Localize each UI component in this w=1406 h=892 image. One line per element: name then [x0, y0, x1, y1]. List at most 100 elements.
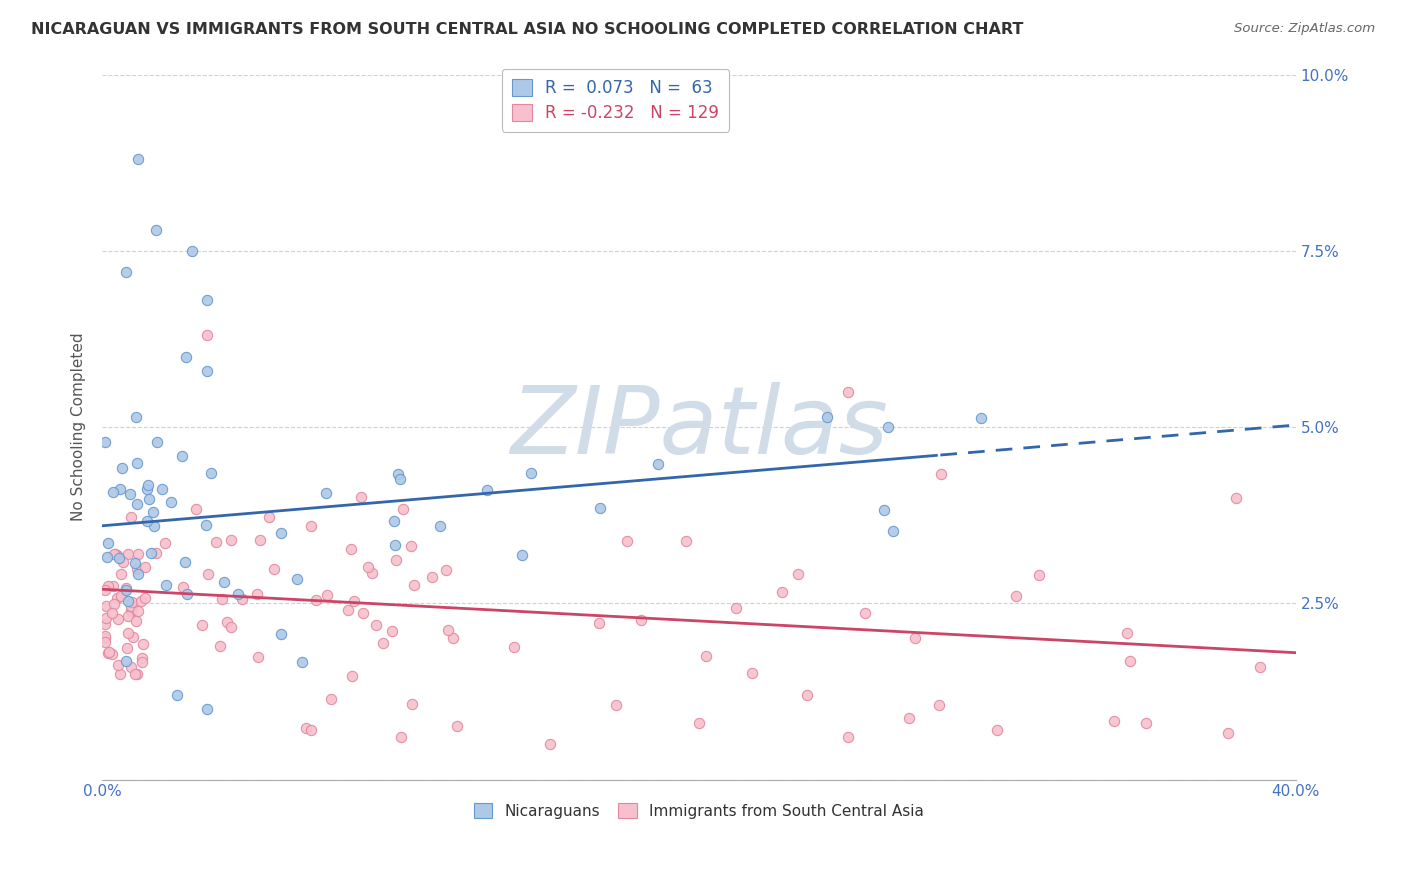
- Point: [159, 495, 181, 509]
- Point: [136, 482, 159, 496]
- Point: [246, 587, 269, 601]
- Point: [263, 562, 285, 576]
- Point: [882, 524, 904, 538]
- Point: [1005, 589, 1028, 603]
- Point: [675, 534, 697, 549]
- Point: [115, 641, 138, 656]
- Point: [986, 723, 1008, 738]
- Point: [174, 350, 197, 364]
- Point: [873, 503, 896, 517]
- Point: [391, 501, 413, 516]
- Point: [117, 594, 139, 608]
- Point: [131, 655, 153, 669]
- Point: [837, 731, 859, 745]
- Point: [191, 617, 214, 632]
- Point: [429, 519, 451, 533]
- Point: [1104, 714, 1126, 729]
- Point: [299, 518, 322, 533]
- Point: [294, 721, 316, 735]
- Point: [153, 536, 176, 550]
- Point: [364, 618, 387, 632]
- Point: [125, 562, 148, 576]
- Point: [219, 533, 242, 548]
- Point: [538, 737, 561, 751]
- Point: [121, 603, 143, 617]
- Point: [150, 482, 173, 496]
- Point: [97, 647, 120, 661]
- Point: [1299, 689, 1322, 703]
- Point: [131, 594, 153, 608]
- Point: [108, 482, 131, 496]
- Point: [120, 510, 142, 524]
- Point: [122, 630, 145, 644]
- Point: [605, 698, 627, 713]
- Point: [219, 620, 242, 634]
- Point: [115, 265, 138, 279]
- Point: [441, 632, 464, 646]
- Point: [1216, 726, 1239, 740]
- Point: [94, 434, 117, 449]
- Point: [226, 587, 249, 601]
- Point: [630, 614, 652, 628]
- Point: [134, 559, 156, 574]
- Point: [146, 435, 169, 450]
- Point: [101, 606, 124, 620]
- Point: [340, 542, 363, 557]
- Point: [270, 627, 292, 641]
- Point: [589, 500, 612, 515]
- Point: [510, 549, 533, 563]
- Point: [125, 497, 148, 511]
- Point: [115, 581, 138, 595]
- Point: [145, 222, 167, 236]
- Point: [520, 466, 543, 480]
- Point: [125, 456, 148, 470]
- Point: [340, 669, 363, 683]
- Point: [131, 650, 153, 665]
- Point: [588, 616, 610, 631]
- Point: [145, 546, 167, 560]
- Point: [399, 539, 422, 553]
- Point: [321, 691, 343, 706]
- Point: [108, 666, 131, 681]
- Point: [132, 637, 155, 651]
- Point: [195, 364, 218, 378]
- Text: NICARAGUAN VS IMMIGRANTS FROM SOUTH CENTRAL ASIA NO SCHOOLING COMPLETED CORRELAT: NICARAGUAN VS IMMIGRANTS FROM SOUTH CENT…: [31, 22, 1024, 37]
- Point: [186, 501, 208, 516]
- Point: [446, 719, 468, 733]
- Point: [125, 614, 148, 628]
- Point: [124, 557, 146, 571]
- Point: [172, 580, 194, 594]
- Point: [270, 525, 292, 540]
- Point: [94, 629, 117, 643]
- Point: [96, 550, 118, 565]
- Point: [136, 514, 159, 528]
- Point: [115, 654, 138, 668]
- Point: [688, 716, 710, 731]
- Point: [385, 553, 408, 567]
- Point: [647, 457, 669, 471]
- Point: [195, 328, 218, 343]
- Point: [1135, 716, 1157, 731]
- Point: [105, 548, 128, 562]
- Point: [107, 658, 129, 673]
- Point: [695, 648, 717, 663]
- Point: [97, 578, 120, 592]
- Point: [127, 604, 149, 618]
- Point: [1339, 745, 1361, 759]
- Point: [928, 698, 950, 713]
- Point: [120, 659, 142, 673]
- Point: [315, 588, 337, 602]
- Point: [929, 467, 952, 481]
- Point: [197, 567, 219, 582]
- Point: [136, 478, 159, 492]
- Point: [389, 731, 412, 745]
- Point: [139, 546, 162, 560]
- Point: [1119, 654, 1142, 668]
- Point: [343, 594, 366, 608]
- Point: [837, 384, 859, 399]
- Point: [724, 601, 747, 615]
- Point: [94, 631, 117, 645]
- Point: [124, 666, 146, 681]
- Point: [141, 506, 163, 520]
- Point: [176, 587, 198, 601]
